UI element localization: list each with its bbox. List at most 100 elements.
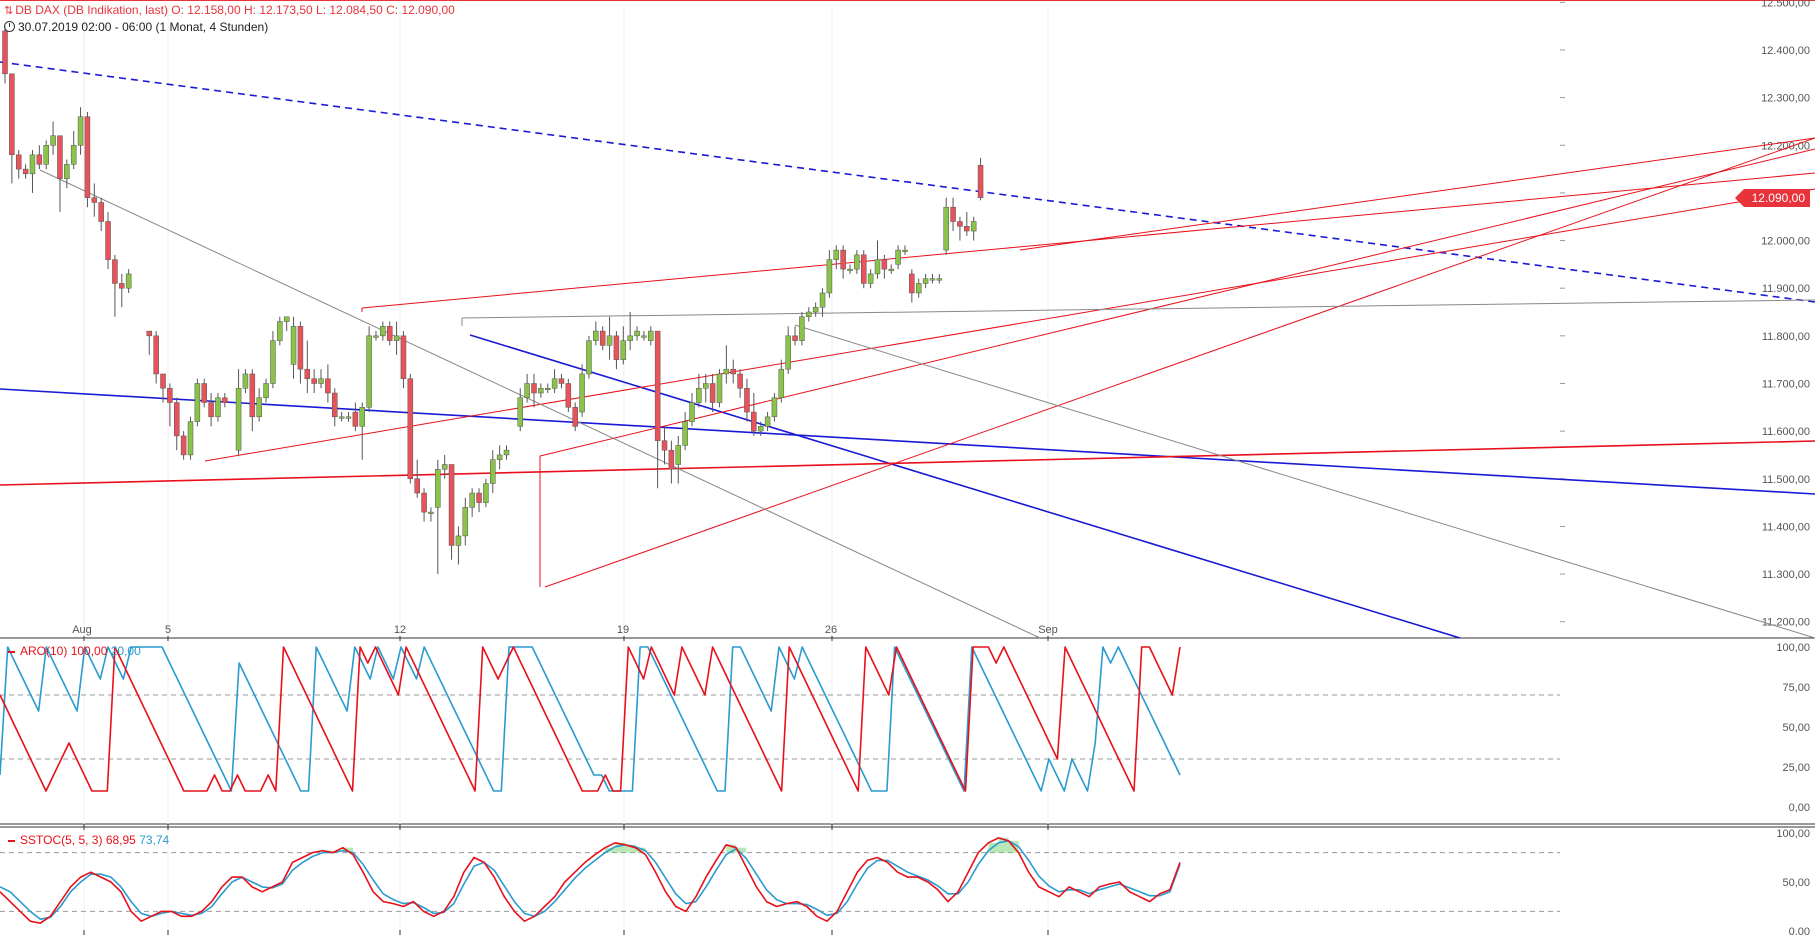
overbought-shade — [615, 842, 626, 853]
overbought-shade — [998, 837, 1009, 853]
grey-trendline — [461, 299, 1815, 319]
candle-body — [957, 221, 963, 227]
y-tick-label: 12.400,00 — [1761, 45, 1810, 57]
y-tick-label: 12.500,00 — [1761, 0, 1810, 9]
y-tick-label: 11.900,00 — [1762, 283, 1810, 295]
candle-body — [579, 373, 585, 413]
candle-body — [785, 335, 791, 370]
aroon-legend-swatch — [8, 650, 15, 653]
candle — [785, 326, 791, 374]
candle — [668, 440, 675, 484]
overbought-shade — [726, 844, 737, 853]
candle — [57, 135, 63, 212]
candle — [593, 321, 599, 346]
candle — [730, 359, 736, 384]
candle — [36, 145, 43, 170]
candle — [812, 302, 819, 317]
candle — [283, 316, 290, 332]
candle — [455, 526, 462, 565]
candle-body — [235, 387, 242, 451]
y-tick-label: 11.300,00 — [1762, 569, 1810, 581]
candle-body — [909, 273, 915, 294]
candle — [620, 326, 627, 365]
candle — [696, 373, 702, 408]
candle — [929, 273, 936, 284]
candle — [469, 488, 475, 517]
candle-body — [43, 145, 49, 165]
candle-body — [627, 335, 633, 341]
candle — [22, 164, 29, 179]
candle-body — [462, 507, 469, 537]
candle-body — [702, 383, 709, 389]
candle — [895, 245, 901, 270]
candle-body — [215, 397, 221, 418]
candle-body — [902, 249, 908, 252]
candle — [799, 312, 805, 346]
candle — [43, 140, 49, 170]
y-tick-label: 11.200,00 — [1762, 617, 1810, 629]
candle — [332, 388, 338, 427]
y-tick-label: 12.300,00 — [1761, 93, 1810, 105]
red-trendline — [539, 148, 1815, 457]
candle — [881, 254, 888, 279]
overbought-shade — [736, 847, 747, 853]
aroon-legend[interactable]: ARO(10) 100,00 20,00 — [8, 644, 141, 658]
candle-body — [812, 307, 819, 313]
sstoc-d-value: 73,74 — [139, 833, 170, 847]
candle-body — [799, 316, 805, 341]
candle-body — [572, 407, 578, 427]
candle-body — [833, 249, 840, 260]
candle-body — [675, 445, 682, 465]
candle — [641, 331, 647, 341]
candle — [654, 330, 661, 489]
candle-body — [242, 373, 249, 389]
candle — [146, 330, 153, 355]
candle — [318, 369, 324, 389]
candle — [531, 373, 537, 408]
candle-body — [544, 387, 551, 390]
aroon-y-tick-label: 75,00 — [1782, 682, 1810, 694]
x-tick-label: Sep — [1038, 624, 1058, 636]
candle — [764, 412, 771, 432]
candle — [187, 416, 194, 460]
candle — [551, 369, 558, 394]
candle — [503, 445, 510, 460]
candle-body — [325, 378, 331, 394]
candle-body — [696, 387, 702, 403]
candle — [847, 264, 853, 274]
candle-body — [744, 387, 750, 413]
candle — [290, 316, 297, 379]
sstoc-y-tick-label: 50,00 — [1782, 877, 1810, 889]
candle-body — [208, 402, 214, 418]
candle-body — [119, 283, 125, 289]
sstoc-legend[interactable]: SSTOC(5, 5, 3) 68,95 73,74 — [8, 833, 169, 847]
sstoc-y-tick-label: 0,00 — [1789, 926, 1810, 935]
candle-body — [709, 383, 716, 403]
candle-body — [263, 383, 269, 399]
candle — [366, 326, 372, 413]
candle-body — [9, 73, 15, 156]
candle — [648, 326, 654, 346]
candle — [297, 321, 304, 384]
candle-body — [634, 330, 640, 337]
candle — [744, 378, 750, 422]
candle — [373, 331, 379, 341]
candle-body — [915, 283, 922, 294]
candle-body — [778, 368, 785, 399]
candle — [634, 326, 640, 341]
overbought-shade — [625, 844, 636, 853]
candle-body — [565, 383, 572, 408]
overbought-shade — [635, 847, 646, 853]
candle-body — [538, 387, 544, 394]
candle-body — [496, 454, 503, 460]
candle — [833, 245, 840, 270]
candle-body — [435, 468, 441, 508]
candle-body — [174, 402, 180, 437]
candle-body — [366, 335, 372, 408]
candle-body — [112, 259, 118, 284]
candle-body — [441, 464, 448, 470]
sstoc-title: SSTOC(5, 5, 3) — [20, 833, 103, 847]
candle — [902, 245, 908, 255]
